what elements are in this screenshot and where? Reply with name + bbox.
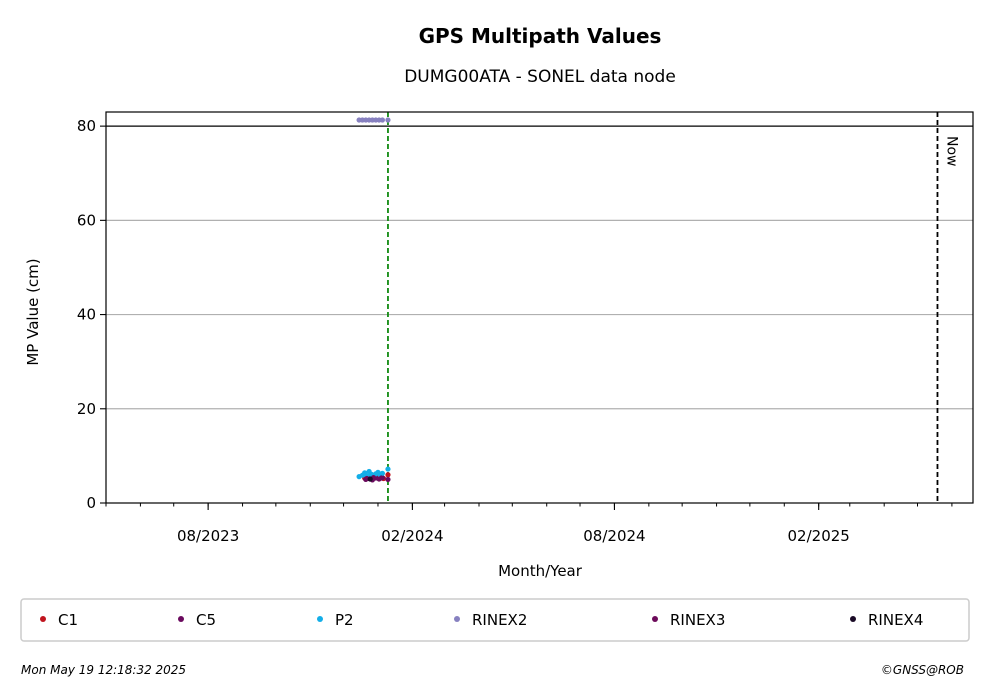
plot-frame (105, 111, 974, 504)
x-tick-label: 02/2024 (381, 527, 443, 545)
legend-marker (317, 616, 323, 622)
data-point (367, 476, 373, 482)
legend-marker (454, 616, 460, 622)
x-axis-ticks: 08/2023 02/2024 08/2024 02/2025 (105, 503, 953, 545)
data-point (385, 466, 391, 472)
chart-subtitle: DUMG00ATA - SONEL data node (404, 67, 676, 87)
data-point (385, 476, 391, 483)
data-point (379, 470, 386, 476)
legend-label: RINEX2 (472, 611, 527, 629)
legend-box (20, 598, 970, 642)
y-tick-label: 0 (86, 494, 96, 512)
data-point (379, 117, 386, 123)
footer-credit: ©GNSS@ROB (881, 663, 964, 677)
legend-marker (652, 616, 658, 622)
data-point (385, 117, 391, 123)
x-tick-label: 08/2024 (583, 527, 645, 545)
legend-marker (40, 616, 46, 622)
legend-label: C5 (196, 611, 216, 629)
legend-label: C1 (58, 611, 78, 629)
chart-title: GPS Multipath Values (419, 24, 662, 48)
y-tick-label: 40 (77, 306, 96, 324)
footer-timestamp: Mon May 19 12:18:32 2025 (21, 663, 186, 677)
y-axis-ticks: 0 20 40 60 80 (77, 117, 106, 512)
legend-label: RINEX3 (670, 611, 725, 629)
reference-lines: Now (106, 112, 973, 503)
legend-marker (178, 616, 184, 622)
y-axis-label: MP Value (cm) (24, 258, 42, 365)
x-axis-label: Month/Year (498, 562, 583, 580)
grid-lines (106, 219, 973, 410)
y-tick-label: 80 (77, 117, 96, 135)
now-label: Now (943, 136, 959, 167)
data-point (385, 472, 391, 478)
x-tick-label: 02/2025 (788, 527, 850, 545)
data-point (378, 475, 384, 481)
data-points (356, 117, 391, 483)
x-tick-label: 08/2023 (177, 527, 239, 545)
legend: C1 C5 P2 RINEX2 RINEX3 RINEX4 (40, 611, 923, 629)
legend-label: P2 (335, 611, 354, 629)
legend-label: RINEX4 (868, 611, 923, 629)
y-tick-label: 60 (77, 211, 96, 229)
legend-marker (850, 616, 856, 622)
y-tick-label: 20 (77, 400, 96, 418)
